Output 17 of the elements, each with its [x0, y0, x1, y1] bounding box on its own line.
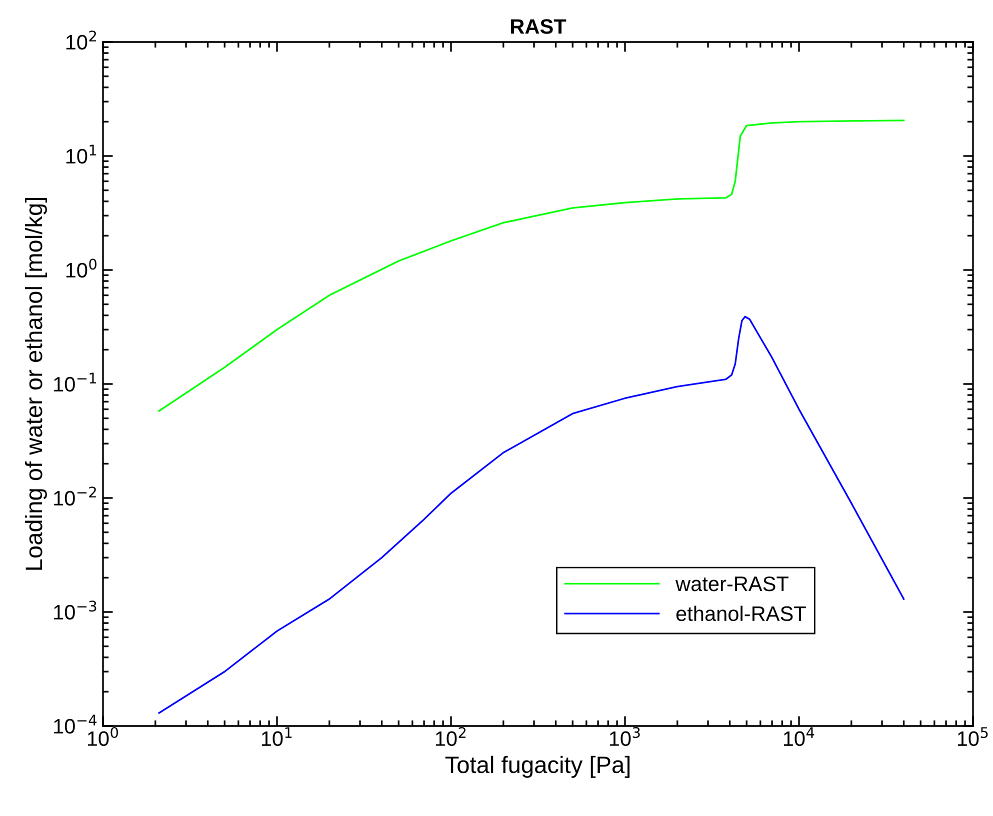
- x-tick-label: 10$^{0}$: [88, 727, 118, 746]
- x-tick-label: 10$^{1}$: [262, 727, 292, 746]
- x-tick-label: 10$^{2}$: [436, 727, 466, 746]
- legend-label: water-RAST: [675, 576, 788, 592]
- chart-title: RAST: [511, 19, 566, 34]
- x-tick-label: 10$^{5}$: [958, 727, 988, 746]
- y-tick-label: 10$^{2}$: [66, 30, 96, 50]
- y-tick-label: 10$^{1}$: [66, 144, 96, 164]
- x-tick-label: 10$^{4}$: [784, 727, 814, 746]
- y-axis-title: Loading of water or ethanol [mol/kg]: [24, 198, 47, 570]
- y-tick-label: 10$^{0}$: [66, 258, 96, 278]
- y-tick-label: 10$^{−2}$: [54, 486, 96, 506]
- x-axis-title: Total fugacity [Pa]: [445, 756, 630, 778]
- y-tick-label: 10$^{−3}$: [54, 600, 96, 620]
- y-tick-label: 10$^{−1}$: [54, 372, 96, 392]
- x-tick-label: 10$^{3}$: [610, 727, 640, 746]
- legend-label: ethanol-RAST: [676, 606, 806, 622]
